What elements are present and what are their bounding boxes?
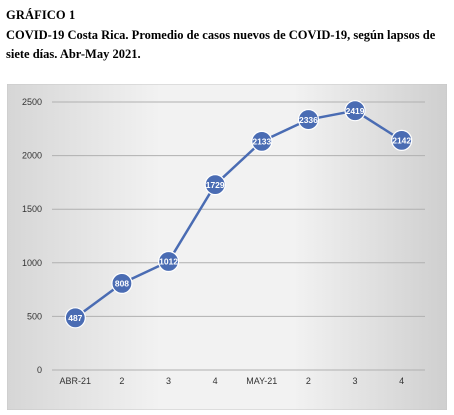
x-axis-ticks: ABR-21 2 3 4 MAY-21 2 3 4 [60, 376, 405, 386]
x-tick-label: 4 [213, 376, 218, 386]
data-point [391, 129, 413, 151]
data-label: 2336 [299, 115, 318, 125]
data-point [64, 307, 86, 329]
x-tick-label: 3 [166, 376, 171, 386]
figure-caption: COVID-19 Costa Rica. Promedio de casos n… [6, 28, 436, 61]
data-label: 2133 [252, 137, 271, 147]
x-tick-label: 2 [119, 376, 124, 386]
y-tick-label: 1500 [22, 204, 42, 214]
x-tick-label: ABR-21 [60, 376, 92, 386]
data-point [344, 100, 366, 122]
y-tick-label: 2000 [22, 151, 42, 161]
y-tick-label: 500 [27, 311, 42, 321]
y-tick-label: 2500 [22, 97, 42, 107]
data-point [204, 174, 226, 196]
data-point [251, 130, 273, 152]
data-label: 1729 [206, 180, 225, 190]
x-tick-label: 2 [306, 376, 311, 386]
y-tick-label: 0 [37, 365, 42, 375]
data-label: 487 [68, 313, 82, 323]
chart-frame: 0 500 1000 1500 2000 2500 ABR-21 2 3 4 MAY-21 2 3 4 … [6, 83, 448, 411]
x-tick-label: 3 [353, 376, 358, 386]
data-label: 808 [115, 279, 129, 289]
data-point [297, 108, 320, 131]
data-label: 2142 [392, 136, 411, 146]
x-tick-label: MAY-21 [246, 376, 277, 386]
gridlines [52, 101, 425, 371]
data-point [157, 250, 180, 273]
y-axis-ticks: 0 500 1000 1500 2000 2500 [22, 97, 42, 375]
data-label: 2419 [346, 106, 365, 116]
y-tick-label: 1000 [22, 258, 42, 268]
data-label: 1012 [159, 257, 178, 267]
chart-background [6, 83, 448, 411]
figure-label: GRÁFICO 1 [6, 8, 76, 22]
x-tick-label: 4 [399, 376, 404, 386]
series-group: 487 808 1012 1729 2133 2336 2419 2142 [64, 100, 413, 329]
data-point [111, 272, 133, 294]
